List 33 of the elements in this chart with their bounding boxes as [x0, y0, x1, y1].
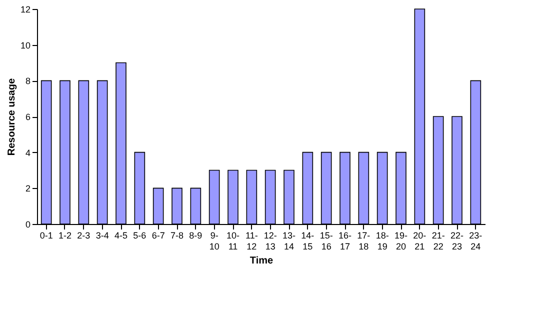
x-tick-label: 7-8	[170, 230, 184, 240]
x-tick-label: 16-17	[338, 230, 352, 252]
x-tick-label: 6-7	[152, 230, 165, 240]
x-tick-label: 17-18	[357, 230, 370, 252]
x-tick-label: 20-21	[413, 230, 426, 252]
x-tick-label: 12-13	[264, 230, 277, 252]
x-tick-label: 23-24	[469, 230, 482, 252]
x-tick-label: 4-5	[114, 230, 128, 240]
y-tick-label: 2	[25, 184, 30, 194]
x-tick-label: 13-14	[282, 230, 296, 252]
x-tick-label: 15-16	[320, 230, 333, 252]
x-tick-label: 9-10	[209, 230, 220, 252]
x-tick-label: 1-2	[58, 230, 72, 240]
y-tick-label: 0	[25, 220, 30, 230]
x-tick-label: 0-1	[40, 230, 53, 240]
x-axis-title: Time	[250, 256, 274, 266]
x-tick-label: 22-23	[450, 230, 464, 252]
x-tick-label: 18-19	[376, 230, 389, 252]
x-tick-label: 11-12	[245, 230, 258, 252]
x-tick-label: 14-15	[301, 230, 314, 252]
x-tick-label: 21-22	[432, 230, 445, 252]
y-tick-label: 12	[20, 4, 30, 14]
y-tick-label: 10	[20, 40, 30, 50]
x-tick-label: 19-20	[394, 230, 408, 252]
x-tick-label: 8-9	[189, 230, 202, 240]
x-tick-label: 3-4	[96, 230, 109, 240]
x-tick-label: 2-3	[77, 230, 90, 240]
y-tick-label: 6	[25, 112, 30, 122]
y-tick-label: 4	[25, 148, 30, 158]
x-tick-label: 5-6	[133, 230, 146, 240]
y-axis-title: Resource usage	[6, 78, 18, 156]
x-tick-label: 10-11	[226, 230, 240, 252]
y-tick-label: 8	[25, 76, 30, 86]
